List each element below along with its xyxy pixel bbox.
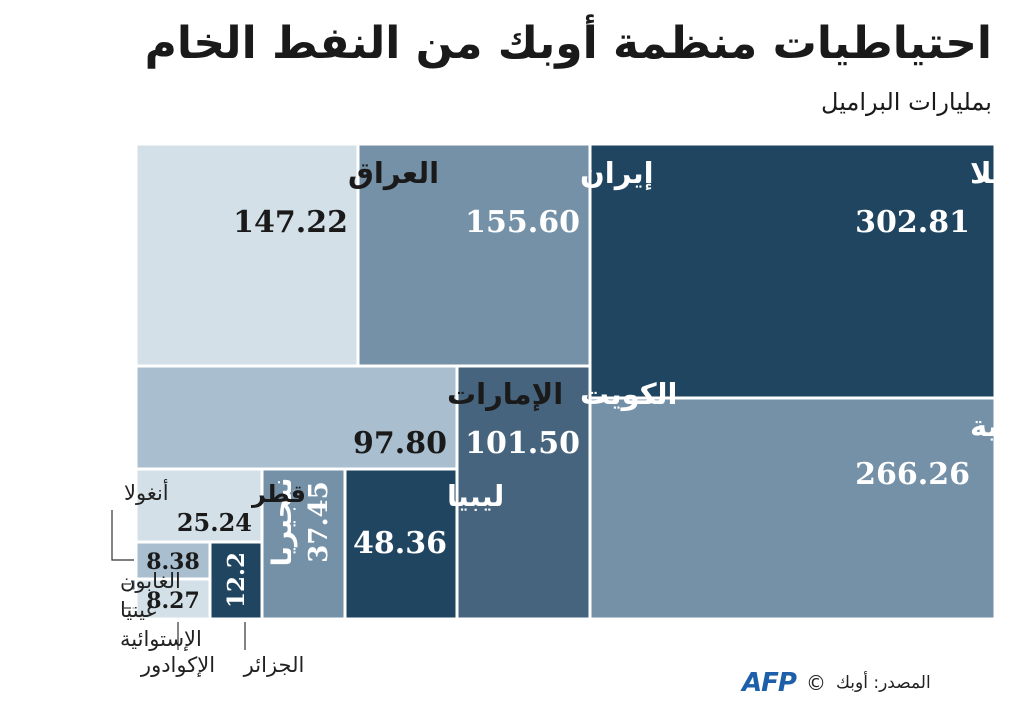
cell-value: 12.2 bbox=[223, 552, 250, 608]
external-label-angola: أنغولا bbox=[111, 479, 169, 561]
cell-name: فنزويلا bbox=[970, 156, 1020, 190]
external-label-gabon: الغابون bbox=[120, 569, 181, 593]
external-label-algeria: الجزائر bbox=[243, 622, 305, 677]
cell-venezuela: فنزويلا302.81 bbox=[588, 142, 1020, 400]
cell-name: إيران bbox=[580, 156, 654, 191]
cell-value: 101.50 bbox=[465, 426, 580, 461]
afp-logo: AFP bbox=[742, 668, 797, 698]
cell-rect bbox=[134, 364, 459, 471]
external-label-equatorial-guinea: غينيا الإستوائية bbox=[120, 598, 202, 651]
cell-name: نيجيريا bbox=[267, 478, 298, 567]
cell-value: 97.80 bbox=[353, 426, 447, 461]
leader-line bbox=[111, 510, 134, 561]
cell-value: 37.45 bbox=[304, 481, 334, 562]
cell-name: العراق bbox=[348, 156, 439, 190]
external-label-part: الإستوائية bbox=[120, 627, 202, 651]
source-text: المصدر: أوبك bbox=[835, 673, 931, 693]
rotated-label: نيجيريا 37.45 bbox=[267, 478, 334, 567]
cell-rect bbox=[129, 577, 138, 593]
cell-value: 155.60 bbox=[465, 205, 580, 240]
cell-name: الإمارات bbox=[447, 377, 563, 411]
cell-name: ليبيا bbox=[447, 479, 504, 513]
cell-nigeria: نيجيريا 37.45 bbox=[260, 467, 347, 621]
external-label-ecuador: الإكوادور bbox=[140, 622, 215, 677]
cell-value: 8.27 bbox=[146, 588, 200, 614]
cell-algeria: 12.2 bbox=[208, 540, 264, 621]
cell-rect bbox=[455, 364, 592, 621]
cell-name: الكويت bbox=[580, 377, 677, 411]
cell-value: 147.22 bbox=[233, 205, 348, 240]
external-label-text: الجزائر bbox=[243, 653, 305, 677]
cell-rect bbox=[588, 396, 997, 621]
cell-rect bbox=[134, 540, 212, 581]
cell-value: 302.81 bbox=[855, 205, 970, 240]
cell-gabon bbox=[129, 577, 138, 593]
cell-saudi-arabia: السعودية266.26 bbox=[588, 396, 1020, 621]
cell-value: 25.24 bbox=[177, 508, 252, 537]
cell-ecuador: 8.27 bbox=[134, 577, 212, 621]
cell-rect bbox=[134, 467, 264, 544]
cell-rect bbox=[208, 540, 264, 621]
cell-rect bbox=[134, 142, 360, 368]
rotated-label: 12.2 bbox=[223, 552, 250, 608]
footer: AFP © المصدر: أوبك bbox=[742, 668, 931, 698]
cell-value: 8.38 bbox=[146, 549, 200, 575]
external-label-text: الإكوادور bbox=[140, 653, 215, 677]
external-label-text: الغابون bbox=[120, 569, 181, 593]
cell-value: 266.26 bbox=[855, 457, 970, 492]
chart-subtitle: بمليارات البراميل bbox=[821, 88, 992, 116]
cell-rect bbox=[260, 467, 347, 621]
external-label-part: غينيا bbox=[120, 598, 156, 622]
cell-value: 48.36 bbox=[353, 526, 447, 561]
cell-name: السعودية bbox=[970, 409, 1020, 443]
cell-rect bbox=[343, 467, 459, 621]
cell-name: قطر bbox=[251, 480, 306, 508]
chart-title: احتياطيات منظمة أوبك من النفط الخام bbox=[144, 18, 992, 69]
cell-rect bbox=[134, 577, 212, 621]
copyright-icon: © bbox=[805, 671, 826, 695]
cell-angola: 8.38 bbox=[134, 540, 212, 581]
external-label-text: أنغولا bbox=[124, 479, 169, 505]
